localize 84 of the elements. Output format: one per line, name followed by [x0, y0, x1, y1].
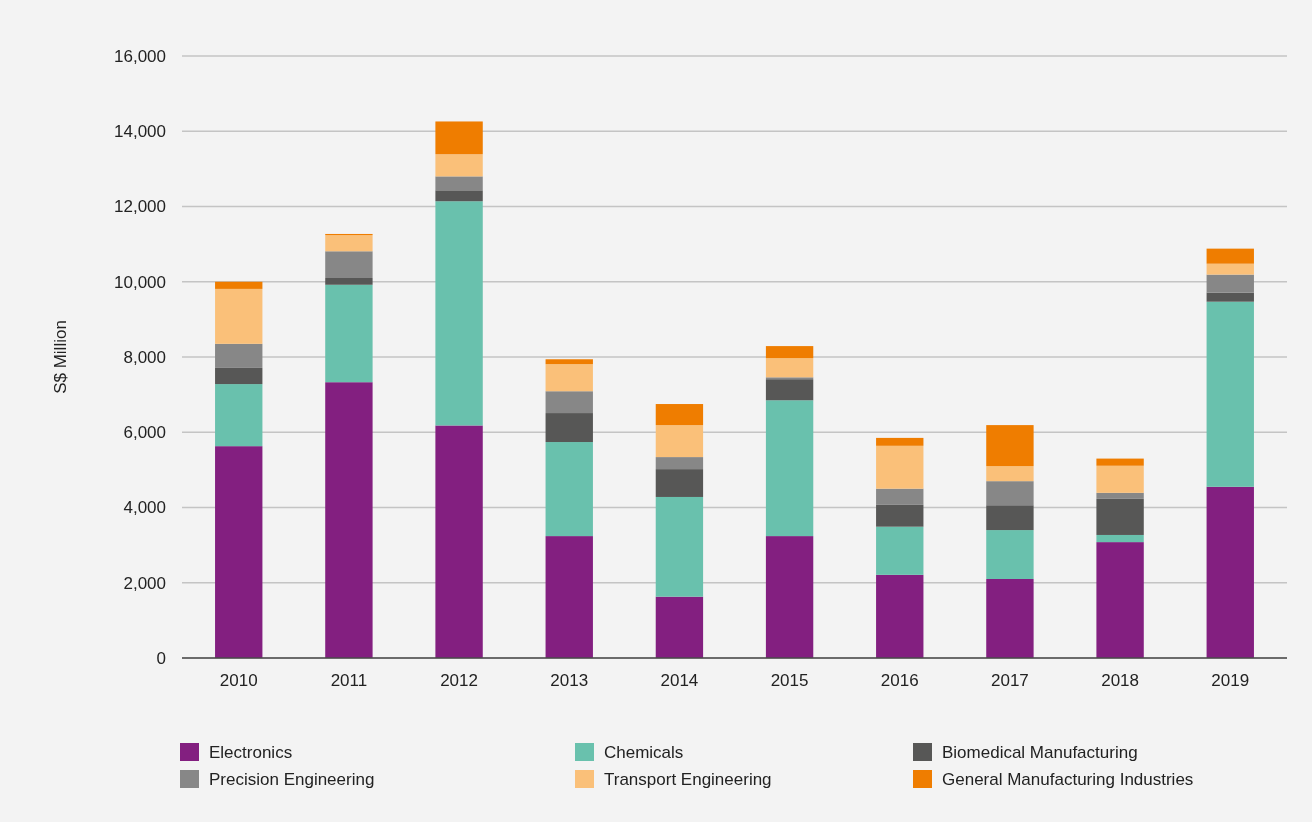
y-tick-label: 4,000: [123, 498, 166, 518]
x-tick-label: 2013: [550, 671, 589, 690]
x-tick-label: 2016: [880, 671, 919, 690]
bar: [325, 235, 373, 252]
x-tick-label: 2011: [330, 671, 368, 690]
x-tick-label: 2014: [660, 671, 699, 690]
bar: [765, 400, 814, 537]
bar: [435, 176, 483, 191]
legend-label: General Manufacturing Industries: [942, 769, 1194, 789]
bar: [765, 358, 814, 378]
bar: [325, 382, 373, 658]
bar: [986, 481, 1034, 506]
legend-label: Chemicals: [604, 742, 684, 762]
bar: [215, 343, 263, 368]
y-tick-label: 10,000: [114, 272, 166, 292]
y-tick-label: 2,000: [123, 573, 166, 593]
bar: [876, 445, 924, 489]
bar: [1206, 292, 1254, 302]
bar: [1206, 263, 1254, 275]
bar: [545, 364, 593, 392]
bar: [215, 367, 263, 385]
bar: [435, 121, 483, 155]
y-tick-label: 0: [156, 648, 166, 668]
bar: [655, 404, 704, 426]
bar: [655, 457, 704, 470]
bar: [876, 504, 924, 527]
bar: [986, 530, 1034, 579]
x-tick-label: 2012: [440, 671, 478, 690]
x-tick-label: 2017: [991, 671, 1029, 690]
bar: [986, 505, 1034, 531]
bar: [215, 288, 263, 344]
bar: [986, 578, 1034, 658]
bar: [1096, 458, 1144, 466]
bar: [545, 536, 593, 658]
bar: [876, 574, 924, 658]
x-tick-label: 2018: [1101, 671, 1140, 690]
bar: [1206, 274, 1254, 293]
y-tick-label: 8,000: [123, 347, 166, 367]
bar: [325, 251, 373, 278]
bar: [435, 154, 483, 177]
y-axis-title: S$ Million: [51, 320, 70, 394]
bar: [986, 466, 1034, 482]
bar: [325, 277, 373, 285]
bar: [1206, 486, 1254, 658]
bar: [1096, 492, 1144, 499]
bar: [545, 359, 593, 365]
bar: [215, 281, 263, 289]
bar: [545, 442, 593, 537]
bar: [435, 201, 483, 426]
bar: [765, 346, 814, 359]
bar: [215, 384, 263, 447]
bar: [986, 425, 1034, 467]
legend-label: Transport Engineering: [604, 769, 772, 789]
bar: [1096, 498, 1144, 535]
bar: [876, 488, 924, 505]
bar: [655, 469, 704, 497]
y-tick-label: 14,000: [114, 122, 166, 142]
x-tick-label: 2010: [219, 671, 258, 690]
bar: [545, 391, 593, 414]
x-tick-label: 2015: [770, 671, 809, 690]
y-tick-label: 12,000: [114, 197, 166, 217]
bar: [1206, 301, 1254, 487]
bar: [1096, 465, 1144, 493]
bar: [545, 413, 593, 443]
bar: [765, 379, 814, 401]
x-tick-label: 2019: [1211, 671, 1250, 690]
bar: [655, 596, 704, 658]
bar: [655, 496, 704, 597]
bar: [765, 536, 814, 658]
bar: [1206, 248, 1254, 264]
bar: [435, 425, 483, 658]
bar: [325, 284, 373, 383]
bar: [1096, 534, 1144, 543]
legend-label: Biomedical Manufacturing: [942, 742, 1138, 762]
bar: [215, 446, 263, 658]
legend-label: Electronics: [209, 742, 293, 762]
bar: [655, 425, 704, 458]
bar: [435, 190, 483, 202]
y-tick-label: 16,000: [114, 46, 166, 66]
legend-label: Precision Engineering: [209, 769, 375, 789]
bar: [1096, 542, 1144, 658]
bar: [876, 526, 924, 575]
y-tick-label: 6,000: [123, 423, 166, 443]
bar: [876, 437, 924, 446]
